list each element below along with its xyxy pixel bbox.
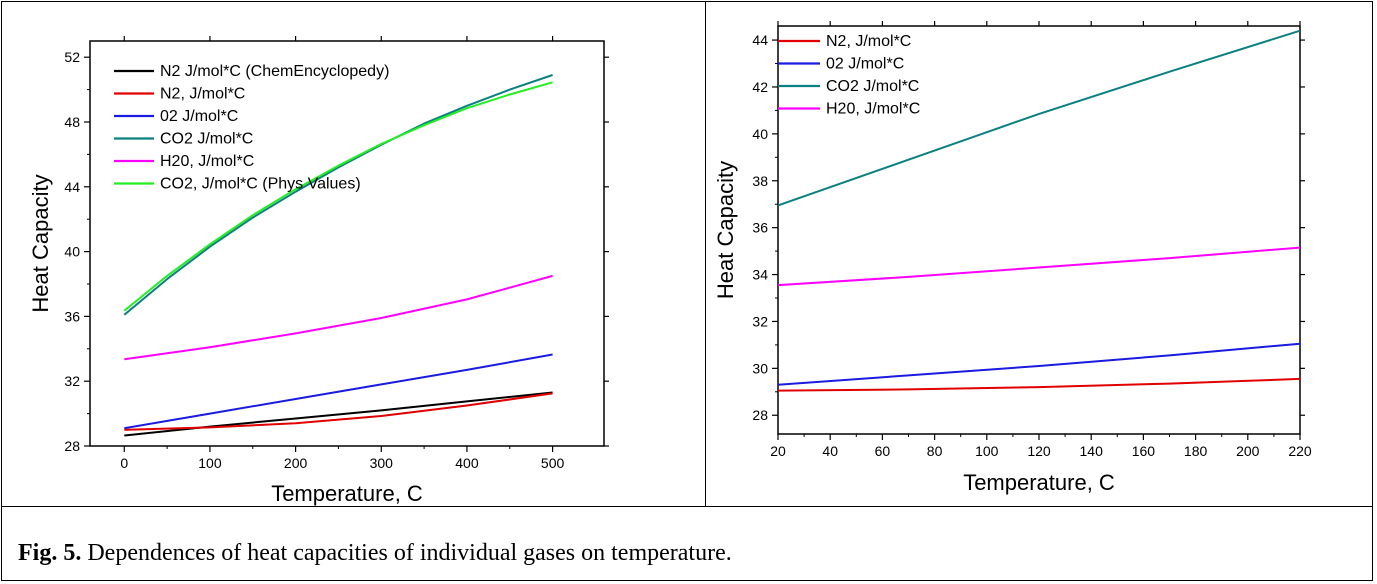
series-line-2	[778, 29, 1300, 207]
heat-capacity-chart-0-500: 0 100 200 300 400 500 28 32 36 40 44 48 52 Temperatur…	[28, 36, 609, 506]
y-tick-label: 32	[752, 313, 768, 329]
y-tick-label: 34	[752, 267, 768, 283]
caption-label: Fig. 5.	[18, 540, 82, 566]
legend-label: N2, J/mol*C	[826, 33, 911, 50]
y-tick-label: 28	[64, 438, 80, 454]
y-tick-label: 44	[64, 179, 80, 195]
y-tick-label: 40	[64, 244, 80, 260]
x-tick-label: 200	[1236, 443, 1260, 459]
y-tick-label: 48	[64, 114, 80, 130]
x-tick-label: 60	[875, 443, 891, 459]
x-tick-label: 500	[541, 455, 565, 471]
legend-label: CO2, J/mol*C (Phys Values)	[160, 176, 361, 193]
legend-label: 02 J/mol*C	[160, 108, 238, 125]
x-tick-label: 120	[1027, 443, 1051, 459]
legend-label: N2 J/mol*C (ChemEncyclopedy)	[160, 63, 389, 80]
series-line-3	[778, 246, 1300, 287]
plot-frame	[89, 40, 605, 447]
legend-label: N2, J/mol*C	[160, 86, 245, 103]
y-tick-label: 42	[752, 79, 768, 95]
x-tick-label: 100	[975, 443, 999, 459]
y-tick-label: 30	[752, 360, 768, 376]
chart-panel-right: 20 40 60 80 100 120 140 160 180 200 220 28 30 32 34 36 3…	[706, 1, 1372, 506]
x-tick-label: 80	[927, 443, 943, 459]
caption-text: Dependences of heat capacities of indivi…	[87, 540, 732, 566]
legend-label: H20, J/mol*C	[160, 153, 254, 170]
y-tick-label: 32	[64, 373, 80, 389]
figure-caption: Fig. 5. Dependences of heat capacities o…	[18, 540, 732, 567]
legend-label: H20, J/mol*C	[826, 101, 920, 118]
series-line-5	[123, 81, 553, 312]
legend-label: 02 J/mol*C	[826, 56, 904, 73]
x-tick-label: 40	[822, 443, 838, 459]
y-tick-label: 52	[64, 49, 80, 65]
x-tick-label: 220	[1288, 443, 1312, 459]
x-tick-label: 200	[284, 455, 308, 471]
y-tick-label: 44	[752, 32, 768, 48]
legend-label: CO2 J/mol*C	[160, 131, 253, 148]
x-tick-label: 0	[120, 455, 128, 471]
caption-divider	[1, 506, 1373, 507]
y-axis-label: Heat Capacity	[713, 161, 738, 299]
series-line-0	[778, 377, 1300, 392]
y-tick-label: 38	[752, 173, 768, 189]
series-line-3	[123, 74, 553, 316]
heat-capacity-chart-20-220: 20 40 60 80 100 120 140 160 180 200 220 28 30 32 34 36 3…	[713, 21, 1312, 495]
y-tick-label: 28	[752, 407, 768, 423]
x-tick-label: 400	[455, 455, 479, 471]
y-tick-label: 36	[752, 220, 768, 236]
panel-divider-vertical	[705, 1, 706, 507]
x-axis-label: Temperature, C	[271, 481, 423, 506]
y-tick-label: 40	[752, 126, 768, 142]
x-axis-label: Temperature, C	[963, 470, 1115, 495]
x-tick-label: 20	[770, 443, 786, 459]
series-line-4	[124, 274, 553, 361]
series-line-1	[778, 342, 1300, 386]
series-line-0	[124, 391, 553, 437]
x-tick-label: 180	[1184, 443, 1208, 459]
series-line-1	[124, 392, 553, 431]
legend-label: CO2 J/mol*C	[826, 78, 919, 95]
y-tick-label: 36	[64, 308, 80, 324]
chart-panel-left: 0 100 200 300 400 500 28 32 36 40 44 48 52 Temperatur…	[2, 1, 705, 506]
x-tick-label: 140	[1080, 443, 1104, 459]
x-tick-label: 160	[1132, 443, 1156, 459]
y-axis-label: Heat Capacity	[28, 174, 53, 312]
x-tick-label: 300	[370, 455, 394, 471]
x-tick-label: 100	[198, 455, 222, 471]
series-line-2	[124, 353, 553, 430]
